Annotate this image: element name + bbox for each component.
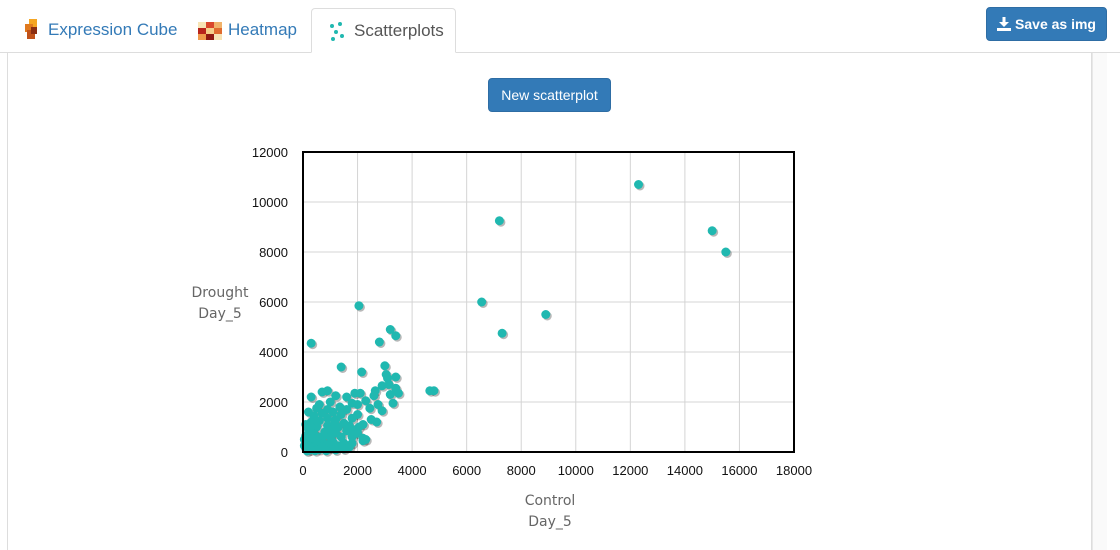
scatter-point [477, 297, 487, 307]
tab-bar: Expression Cube Heatmap [0, 0, 1120, 53]
x-tick-label: 6000 [452, 463, 481, 478]
x-tick-label: 4000 [398, 463, 427, 478]
new-scatterplot-button[interactable]: New scatterplot [488, 78, 611, 112]
x-tick-label: 12000 [612, 463, 648, 478]
x-tick-label: 16000 [721, 463, 757, 478]
scatter-point [354, 301, 364, 311]
scatter-point [306, 338, 316, 348]
scatter-point [336, 362, 346, 372]
scatter-point [357, 367, 367, 377]
scatter-icon [328, 20, 348, 42]
x-tick-label: 14000 [667, 463, 703, 478]
scatter-point [369, 391, 379, 401]
scatter-point [494, 216, 504, 226]
cube-icon [22, 19, 42, 41]
y-tick-label: 4000 [259, 345, 288, 360]
tab-heatmap[interactable]: Heatmap [188, 8, 307, 52]
scatter-point [388, 398, 398, 408]
scatter-point [385, 390, 395, 399]
scatter-point [347, 413, 357, 423]
scatter-point [353, 428, 363, 438]
scatter-point [331, 391, 341, 401]
y-tick-label: 2000 [259, 395, 288, 410]
scatter-point [541, 310, 551, 319]
x-axis-label-line: Day_5 [528, 514, 572, 530]
panel-scrollbar[interactable] [1092, 53, 1107, 550]
scatter-point [393, 388, 403, 398]
y-tick-label: 0 [281, 445, 288, 460]
scatter-point [391, 372, 401, 382]
scatter-point [634, 180, 644, 189]
save-as-image-button[interactable]: Save as img [986, 7, 1107, 41]
x-tick-label: 10000 [558, 463, 594, 478]
y-tick-label: 6000 [259, 295, 288, 310]
y-tick-label: 10000 [252, 195, 288, 210]
scatter-point [365, 403, 375, 413]
y-axis-label: Drought Day_5 [186, 283, 254, 325]
download-icon [997, 17, 1012, 31]
scatter-point [310, 446, 320, 456]
scatter-point [380, 361, 390, 371]
scatter-point [355, 388, 365, 398]
scatter-point [306, 392, 316, 402]
x-axis-label-line: Control [524, 493, 576, 509]
scatter-point [306, 422, 316, 432]
scatter-point [497, 328, 507, 338]
heatmap-icon [198, 19, 222, 41]
x-axis-label: Control Day_5 [500, 491, 600, 533]
scatter-point [372, 417, 382, 427]
scatter-point [707, 226, 717, 236]
scatter-point [344, 442, 354, 452]
x-tick-label: 2000 [343, 463, 372, 478]
plot-frame [302, 151, 795, 453]
scatter-point [325, 397, 335, 407]
scatter-point [377, 406, 387, 416]
scatter-point [385, 325, 395, 334]
tab-label: Heatmap [228, 20, 297, 39]
scatter-point [317, 387, 327, 397]
scatter-point [321, 446, 331, 456]
x-tick-label: 0 [299, 463, 306, 478]
x-tick-label: 18000 [776, 463, 812, 478]
y-tick-label: 12000 [252, 145, 288, 160]
x-tick-label: 8000 [507, 463, 536, 478]
tab-scatterplots[interactable]: Scatterplots [311, 8, 456, 53]
y-axis-label-line: Day_5 [198, 306, 242, 322]
scatter-point [331, 445, 341, 455]
scatter-point [329, 418, 339, 428]
scatter-point [323, 413, 333, 423]
scatter-point [328, 407, 338, 417]
scatter-point [342, 392, 352, 402]
y-tick-label: 8000 [259, 245, 288, 260]
scatter-point [318, 431, 328, 441]
scatter-point [374, 337, 384, 347]
scatterplot-panel [7, 53, 1092, 550]
scatter-point [335, 402, 345, 412]
tab-divider [0, 52, 1120, 53]
scatter-point [429, 386, 439, 396]
scatter-point [347, 398, 357, 408]
tab-label: Scatterplots [354, 20, 444, 40]
scatter-point [391, 331, 401, 341]
scatter-point [312, 403, 322, 413]
scatter-point [358, 436, 368, 446]
tab-expression-cube[interactable]: Expression Cube [12, 8, 187, 52]
scatter-point [299, 441, 309, 451]
scatter-point [384, 380, 394, 389]
scatter-point [721, 247, 731, 257]
save-label: Save as img [1015, 16, 1096, 32]
y-axis-label-line: Drought [191, 285, 249, 301]
scatter-point [377, 381, 387, 391]
scatter-point [361, 396, 371, 406]
tab-label: Expression Cube [48, 20, 178, 39]
